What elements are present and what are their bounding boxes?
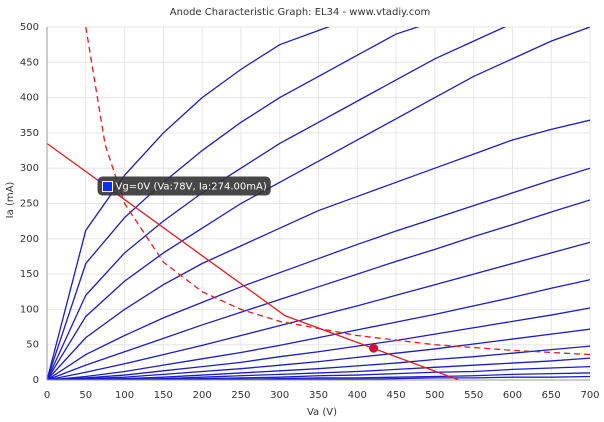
tooltip-text: Vg=0V (Va:78V, Ia:274.00mA) <box>116 182 267 193</box>
operating-point <box>369 343 379 353</box>
curve <box>47 27 331 380</box>
y-axis-label: Ia (mA) <box>5 182 16 219</box>
x-tick-label: 600 <box>503 390 522 401</box>
y-tick-label: 250 <box>20 199 39 210</box>
load-line <box>47 142 460 380</box>
y-tick-label: 50 <box>26 340 39 351</box>
tooltip-marker <box>102 181 114 193</box>
x-tick-label: 300 <box>270 390 289 401</box>
x-axis-label: Va (V) <box>307 407 337 418</box>
x-tick-label: 650 <box>542 390 561 401</box>
x-tick-label: 50 <box>79 390 92 401</box>
x-tick-label: 100 <box>115 390 134 401</box>
x-tick-label: 200 <box>193 390 212 401</box>
y-tick-label: 500 <box>20 22 39 33</box>
curve <box>47 328 590 380</box>
curve <box>47 375 590 380</box>
curve <box>47 27 590 380</box>
x-tick-label: 250 <box>231 390 250 401</box>
y-tick-label: 350 <box>20 128 39 139</box>
curve <box>47 345 590 380</box>
x-tick-label: 0 <box>44 390 50 401</box>
curve <box>47 241 590 380</box>
chart-title: Anode Characteristic Graph: EL34 - www.v… <box>170 7 430 18</box>
y-tick-label: 400 <box>20 93 39 104</box>
y-tick-label: 200 <box>20 234 39 245</box>
curve <box>47 307 590 380</box>
curve <box>47 119 590 380</box>
x-tick-label: 350 <box>309 390 328 401</box>
y-tick-label: 300 <box>20 163 39 174</box>
x-tick-label: 450 <box>387 390 406 401</box>
x-tick-label: 500 <box>425 390 444 401</box>
curve <box>47 167 590 380</box>
y-tick-label: 450 <box>20 57 39 68</box>
plot-area <box>47 27 590 380</box>
y-tick-label: 150 <box>20 269 39 280</box>
y-tick-label: 100 <box>20 304 39 315</box>
tooltip-box <box>97 176 271 196</box>
curve <box>47 27 420 380</box>
curve <box>47 279 590 380</box>
x-tick-label: 700 <box>580 390 599 401</box>
x-tick-label: 150 <box>154 390 173 401</box>
tooltip: Vg=0V (Va:78V, Ia:274.00mA) <box>97 176 271 196</box>
x-tick-label: 550 <box>464 390 483 401</box>
curve <box>47 199 590 380</box>
y-tick-label: 0 <box>33 375 39 386</box>
x-tick-label: 400 <box>348 390 367 401</box>
curve <box>47 27 507 380</box>
